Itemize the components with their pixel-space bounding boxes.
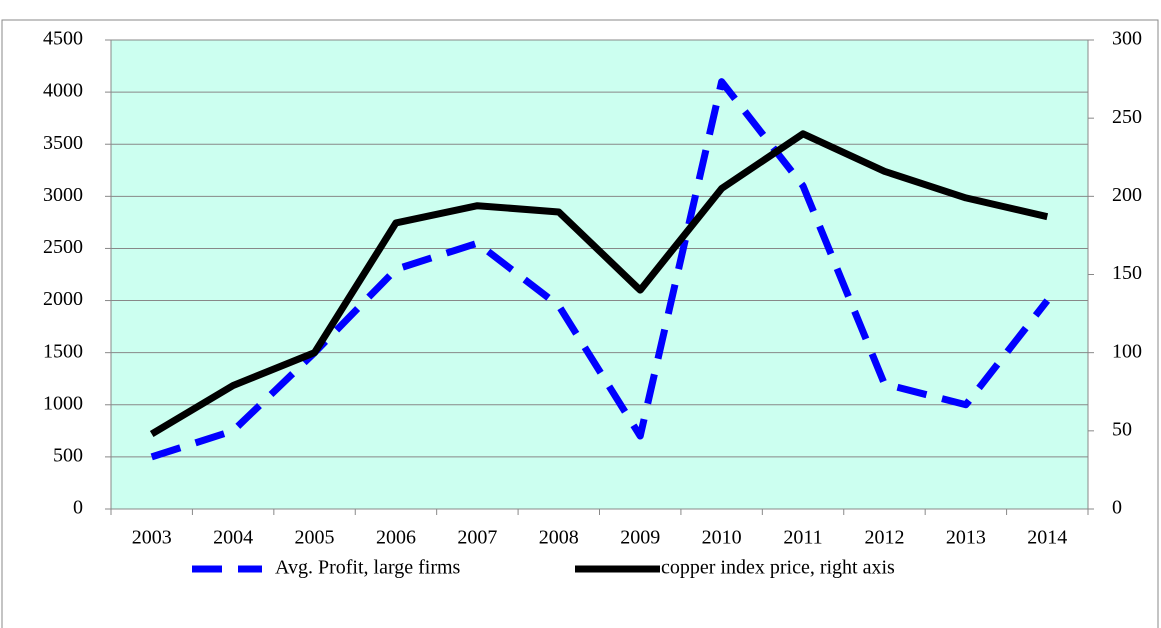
y-tick-label: 500 [53,444,83,466]
y2-tick-label: 250 [1112,106,1142,128]
y-tick-label: 2000 [43,288,83,310]
y-tick-label: 3500 [43,132,83,154]
y-tick-label: 4000 [43,80,83,102]
x-tick-label: 2006 [376,527,416,549]
x-tick-label: 2008 [539,527,579,549]
x-tick-label: 2011 [783,527,822,549]
y-tick-label: 4500 [43,28,83,50]
plot-area [110,39,1089,510]
x-tick-label: 2012 [864,527,904,549]
legend-label: copper index price, right axis [661,557,895,579]
y-tick-label: 1500 [43,340,83,362]
y-tick-label: 2500 [43,236,83,258]
x-tick-label: 2014 [1027,527,1067,549]
y-tick-label: 0 [73,497,83,519]
x-tick-label: 2010 [702,527,742,549]
y-tick-label: 3000 [43,184,83,206]
x-tick-label: 2007 [457,527,497,549]
legend-label: Avg. Profit, large firms [275,557,461,579]
series-line [149,130,1049,437]
y2-tick-label: 50 [1112,418,1132,440]
y2-tick-label: 0 [1112,497,1122,519]
x-tick-label: 2005 [295,527,335,549]
x-tick-label: 2003 [132,527,172,549]
y2-tick-label: 300 [1112,28,1142,50]
y2-tick-label: 100 [1112,340,1142,362]
x-tick-label: 2009 [620,527,660,549]
x-tick-label: 2004 [213,527,253,549]
y2-tick-label: 200 [1112,184,1142,206]
x-tick-label: 2013 [946,527,986,549]
y-tick-label: 1000 [43,392,83,414]
y2-tick-label: 150 [1112,262,1142,284]
series-line [150,78,1051,461]
